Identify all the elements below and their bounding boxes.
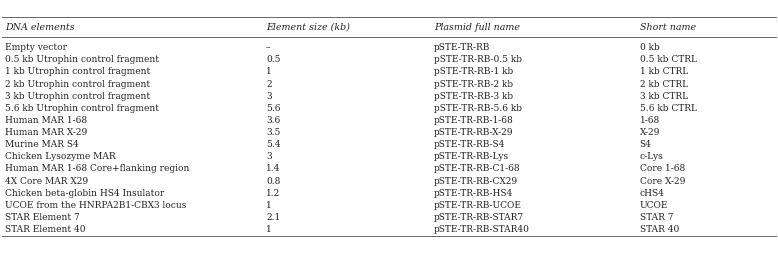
Text: cHS4: cHS4 [640, 189, 664, 198]
Text: pSTE-TR-RB-UCOE: pSTE-TR-RB-UCOE [434, 201, 522, 210]
Text: UCOE from the HNRPA2B1-CBX3 locus: UCOE from the HNRPA2B1-CBX3 locus [5, 201, 186, 210]
Text: 3 kb CTRL: 3 kb CTRL [640, 92, 688, 101]
Text: Core X-29: Core X-29 [640, 177, 685, 186]
Text: pSTE-TR-RB-5.6 kb: pSTE-TR-RB-5.6 kb [434, 104, 522, 113]
Text: pSTE-TR-RB-STAR7: pSTE-TR-RB-STAR7 [434, 213, 524, 222]
Text: Chicken beta-globin HS4 Insulator: Chicken beta-globin HS4 Insulator [5, 189, 164, 198]
Text: 2: 2 [266, 80, 272, 88]
Text: Plasmid full name: Plasmid full name [434, 23, 520, 31]
Text: 5.6: 5.6 [266, 104, 281, 113]
Text: pSTE-TR-RB-1-68: pSTE-TR-RB-1-68 [434, 116, 514, 125]
Text: 0.5 kb Utrophin control fragment: 0.5 kb Utrophin control fragment [5, 55, 159, 64]
Text: –: – [266, 43, 271, 52]
Text: 3: 3 [266, 152, 272, 161]
Text: Murine MAR S4: Murine MAR S4 [5, 140, 79, 149]
Text: Human MAR 1-68 Core+flanking region: Human MAR 1-68 Core+flanking region [5, 165, 189, 173]
Text: STAR Element 40: STAR Element 40 [5, 225, 85, 234]
Text: Human MAR 1-68: Human MAR 1-68 [5, 116, 87, 125]
Text: pSTE-TR-RB-S4: pSTE-TR-RB-S4 [434, 140, 506, 149]
Text: pSTE-TR-RB-HS4: pSTE-TR-RB-HS4 [434, 189, 513, 198]
Text: Core 1-68: Core 1-68 [640, 165, 685, 173]
Text: 3 kb Utrophin control fragment: 3 kb Utrophin control fragment [5, 92, 150, 101]
Text: pSTE-TR-RB-Lys: pSTE-TR-RB-Lys [434, 152, 510, 161]
Text: 5.4: 5.4 [266, 140, 281, 149]
Text: Empty vector: Empty vector [5, 43, 67, 52]
Text: pSTE-TR-RB-0.5 kb: pSTE-TR-RB-0.5 kb [434, 55, 522, 64]
Text: 3: 3 [266, 92, 272, 101]
Text: UCOE: UCOE [640, 201, 668, 210]
Text: Element size (kb): Element size (kb) [266, 23, 350, 31]
Text: pSTE-TR-RB-C1-68: pSTE-TR-RB-C1-68 [434, 165, 520, 173]
Text: 3.5: 3.5 [266, 128, 280, 137]
Text: 5.6 kb CTRL: 5.6 kb CTRL [640, 104, 696, 113]
Text: Human MAR X-29: Human MAR X-29 [5, 128, 87, 137]
Text: S4: S4 [640, 140, 651, 149]
Text: 4X Core MAR X29: 4X Core MAR X29 [5, 177, 88, 186]
Text: 1.4: 1.4 [266, 165, 280, 173]
Text: 0.5: 0.5 [266, 55, 281, 64]
Text: DNA elements: DNA elements [5, 23, 74, 31]
Text: Chicken Lysozyme MAR: Chicken Lysozyme MAR [5, 152, 115, 161]
Text: pSTE-TR-RB-STAR40: pSTE-TR-RB-STAR40 [434, 225, 530, 234]
Text: 1 kb CTRL: 1 kb CTRL [640, 68, 688, 76]
Text: X-29: X-29 [640, 128, 660, 137]
Text: STAR Element 7: STAR Element 7 [5, 213, 79, 222]
Text: 0 kb: 0 kb [640, 43, 659, 52]
Text: pSTE-TR-RB-3 kb: pSTE-TR-RB-3 kb [434, 92, 513, 101]
Text: 2.1: 2.1 [266, 213, 280, 222]
Text: 3.6: 3.6 [266, 116, 280, 125]
Text: 2 kb Utrophin control fragment: 2 kb Utrophin control fragment [5, 80, 150, 88]
Text: pSTE-TR-RB: pSTE-TR-RB [434, 43, 490, 52]
Text: STAR 40: STAR 40 [640, 225, 678, 234]
Text: pSTE-TR-RB-1 kb: pSTE-TR-RB-1 kb [434, 68, 513, 76]
Text: 1: 1 [266, 68, 272, 76]
Text: 1: 1 [266, 201, 272, 210]
Text: Short name: Short name [640, 23, 696, 31]
Text: pSTE-TR-RB-2 kb: pSTE-TR-RB-2 kb [434, 80, 513, 88]
Text: pSTE-TR-RB-X-29: pSTE-TR-RB-X-29 [434, 128, 513, 137]
Text: 0.5 kb CTRL: 0.5 kb CTRL [640, 55, 696, 64]
Text: 1: 1 [266, 225, 272, 234]
Text: 1.2: 1.2 [266, 189, 280, 198]
Text: 1 kb Utrophin control fragment: 1 kb Utrophin control fragment [5, 68, 150, 76]
Text: 0.8: 0.8 [266, 177, 280, 186]
Text: 1-68: 1-68 [640, 116, 660, 125]
Text: 5.6 kb Utrophin control fragment: 5.6 kb Utrophin control fragment [5, 104, 159, 113]
Text: 2 kb CTRL: 2 kb CTRL [640, 80, 688, 88]
Text: STAR 7: STAR 7 [640, 213, 673, 222]
Text: c-Lys: c-Lys [640, 152, 664, 161]
Text: pSTE-TR-RB-CX29: pSTE-TR-RB-CX29 [434, 177, 518, 186]
